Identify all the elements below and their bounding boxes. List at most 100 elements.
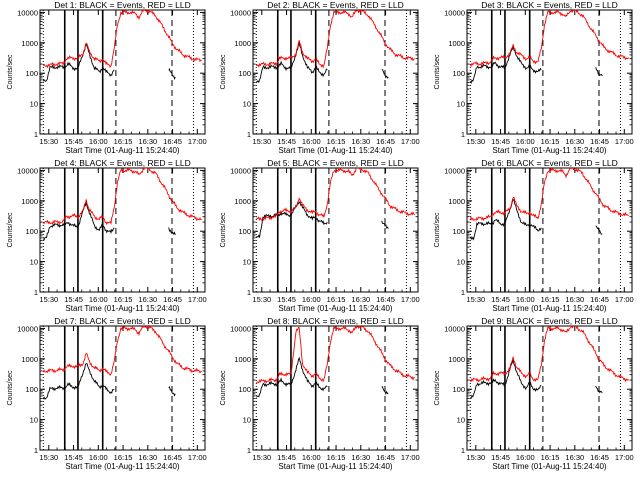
panel-title: Det 5: BLACK = Events, RED = LLD bbox=[267, 158, 404, 168]
series-events2-line bbox=[381, 386, 389, 396]
plot-frame bbox=[466, 9, 633, 135]
y-tick-label: 10 bbox=[243, 416, 251, 425]
series-events-line bbox=[469, 199, 542, 241]
y-tick-label: 10 bbox=[30, 416, 38, 425]
x-axis-label: Start Time (01-Aug-11 15:24:40) bbox=[492, 462, 606, 471]
panel-det-9: Det 9: BLACK = Events, RED = LLD 1 10 100 10… bbox=[434, 316, 634, 471]
panel-title: Det 4: BLACK = Events, RED = LLD bbox=[54, 158, 191, 168]
series-events2-line bbox=[595, 385, 603, 394]
x-tick-label: 15:45 bbox=[491, 137, 510, 146]
x-tick-label: 15:30 bbox=[252, 453, 271, 462]
panel-det-2: Det 2: BLACK = Events, RED = LLD 1 10 100 10… bbox=[220, 0, 420, 155]
series-lld-line bbox=[469, 10, 629, 68]
x-tick-label: 15:45 bbox=[491, 453, 510, 462]
x-axis-label: Start Time (01-Aug-11 15:24:40) bbox=[65, 462, 179, 471]
y-tick-label: 1 bbox=[461, 288, 465, 297]
panel-det-3: Det 3: BLACK = Events, RED = LLD 1 10 100 10… bbox=[434, 0, 634, 155]
x-tick-label: 16:15 bbox=[114, 295, 133, 304]
y-tick-label: 10 bbox=[457, 258, 465, 267]
x-tick-label: 16:30 bbox=[138, 137, 157, 146]
y-tick-label: 1 bbox=[34, 288, 38, 297]
x-tick-label: 16:45 bbox=[163, 453, 182, 462]
plot-frame bbox=[252, 9, 419, 135]
x-tick-label: 16:30 bbox=[351, 453, 370, 462]
data-area bbox=[255, 10, 415, 134]
data-area bbox=[469, 10, 629, 134]
x-tick-label: 15:30 bbox=[466, 295, 485, 304]
y-tick-label: 1 bbox=[247, 446, 251, 455]
x-tick-label: 16:15 bbox=[327, 295, 346, 304]
data-area bbox=[469, 326, 629, 450]
series-lld-line bbox=[42, 168, 202, 226]
y-tick-label: 1000 bbox=[21, 197, 38, 206]
y-tick-label: 1000 bbox=[448, 197, 465, 206]
x-tick-label: 16:45 bbox=[376, 137, 395, 146]
x-tick-label: 15:45 bbox=[64, 453, 83, 462]
y-tick-label: 100 bbox=[238, 227, 251, 236]
panel-det-4: Det 4: BLACK = Events, RED = LLD 1 10 100 10… bbox=[7, 158, 207, 313]
plot-frame bbox=[39, 167, 206, 293]
x-tick-label: 15:45 bbox=[64, 137, 83, 146]
y-axis-label: Counts/sec bbox=[7, 54, 14, 90]
x-tick-label: 15:45 bbox=[277, 295, 296, 304]
panel-title: Det 2: BLACK = Events, RED = LLD bbox=[267, 0, 404, 10]
x-tick-label: 15:45 bbox=[491, 295, 510, 304]
y-tick-label: 1000 bbox=[234, 39, 251, 48]
series-lld-line bbox=[42, 326, 202, 376]
y-tick-label: 10000 bbox=[444, 166, 465, 175]
y-tick-label: 10 bbox=[30, 258, 38, 267]
x-tick-label: 16:15 bbox=[114, 137, 133, 146]
y-tick-label: 1000 bbox=[448, 355, 465, 364]
y-tick-label: 1 bbox=[247, 288, 251, 297]
plot-frame bbox=[466, 167, 633, 293]
x-tick-label: 17:00 bbox=[188, 295, 207, 304]
y-tick-label: 100 bbox=[25, 69, 38, 78]
y-axis-label: Counts/sec bbox=[7, 212, 14, 248]
y-tick-label: 1 bbox=[461, 130, 465, 139]
x-tick-label: 16:15 bbox=[541, 137, 560, 146]
series-events-line bbox=[256, 41, 328, 84]
y-axis-label: Counts/sec bbox=[7, 370, 14, 406]
x-tick-label: 16:00 bbox=[516, 137, 535, 146]
x-tick-label: 17:00 bbox=[615, 295, 634, 304]
y-tick-label: 10000 bbox=[444, 8, 465, 17]
series-lld-line bbox=[469, 168, 629, 222]
y-tick-label: 1 bbox=[34, 446, 38, 455]
y-tick-label: 100 bbox=[452, 227, 465, 236]
panel-title: Det 3: BLACK = Events, RED = LLD bbox=[481, 0, 618, 10]
panel-title: Det 6: BLACK = Events, RED = LLD bbox=[481, 158, 618, 168]
y-tick-label: 1000 bbox=[234, 355, 251, 364]
series-events2-line bbox=[381, 220, 389, 229]
y-tick-label: 100 bbox=[25, 227, 38, 236]
y-tick-label: 10000 bbox=[444, 324, 465, 333]
panel-det-6: Det 6: BLACK = Events, RED = LLD 1 10 100 10… bbox=[434, 158, 634, 313]
y-tick-label: 1000 bbox=[21, 39, 38, 48]
x-tick-label: 15:30 bbox=[252, 137, 271, 146]
series-events-line bbox=[469, 45, 542, 84]
plot-frame bbox=[252, 167, 419, 293]
series-events-line bbox=[470, 359, 542, 400]
y-tick-label: 10 bbox=[243, 100, 251, 109]
panel-title: Det 9: BLACK = Events, RED = LLD bbox=[481, 316, 618, 326]
x-tick-label: 17:00 bbox=[401, 137, 420, 146]
x-tick-label: 16:30 bbox=[351, 295, 370, 304]
x-tick-label: 16:30 bbox=[351, 137, 370, 146]
panel-title: Det 7: BLACK = Events, RED = LLD bbox=[54, 316, 191, 326]
x-tick-label: 16:45 bbox=[163, 137, 182, 146]
y-tick-label: 10000 bbox=[230, 166, 251, 175]
x-tick-label: 16:00 bbox=[516, 453, 535, 462]
y-tick-label: 10000 bbox=[17, 166, 38, 175]
y-tick-label: 1 bbox=[34, 130, 38, 139]
y-axis-label: Counts/sec bbox=[220, 212, 227, 248]
series-events2-line bbox=[595, 225, 603, 235]
x-tick-label: 15:30 bbox=[466, 453, 485, 462]
x-tick-label: 15:30 bbox=[252, 295, 271, 304]
y-tick-label: 10 bbox=[457, 100, 465, 109]
series-events2-line bbox=[381, 69, 389, 79]
y-tick-label: 10 bbox=[243, 258, 251, 267]
panel-title: Det 8: BLACK = Events, RED = LLD bbox=[267, 316, 404, 326]
x-tick-label: 15:45 bbox=[277, 453, 296, 462]
y-tick-label: 100 bbox=[238, 69, 251, 78]
x-tick-label: 16:45 bbox=[590, 137, 609, 146]
x-tick-label: 16:30 bbox=[565, 453, 584, 462]
